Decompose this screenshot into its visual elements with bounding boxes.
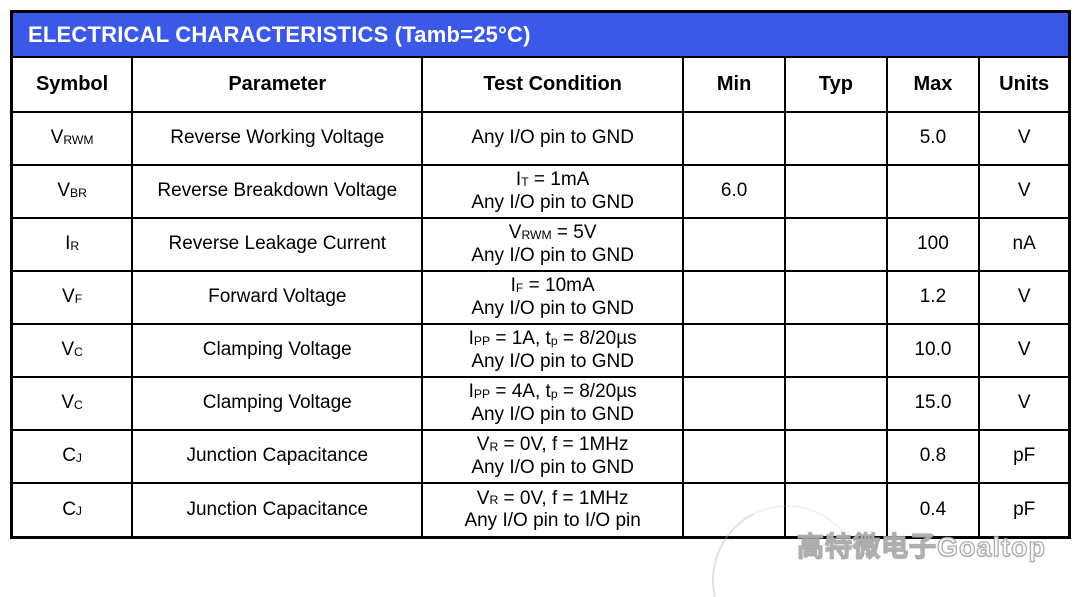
- cell-symbol: VF: [11, 270, 134, 325]
- cell-typ: [784, 429, 888, 484]
- spec-table: Symbol Parameter Test Condition Min Typ …: [11, 57, 1069, 537]
- cell-test-condition: Any I/O pin to GND: [421, 111, 684, 166]
- col-header-parameter: Parameter: [131, 57, 424, 113]
- cell-test-condition: VRWM = 5V Any I/O pin to GND: [421, 217, 684, 272]
- cell-symbol: VC: [11, 376, 134, 431]
- cell-units: nA: [978, 217, 1069, 272]
- cell-parameter: Reverse Working Voltage: [131, 111, 424, 166]
- cell-typ: [784, 164, 888, 219]
- cell-max: 5.0: [885, 111, 981, 166]
- col-header-typ: Typ: [784, 57, 888, 113]
- table-row: CJ Junction Capacitance VR = 0V, f = 1MHz A…: [11, 482, 1069, 537]
- cell-max: 15.0: [885, 376, 981, 431]
- col-header-test-condition: Test Condition: [421, 57, 684, 113]
- cell-parameter: Clamping Voltage: [131, 376, 424, 431]
- cell-typ: [784, 217, 888, 272]
- cell-typ: [784, 270, 888, 325]
- cell-test-condition: IPP = 4A, tp = 8/20µs Any I/O pin to GND: [421, 376, 684, 431]
- cell-max: 10.0: [885, 323, 981, 378]
- cell-units: V: [978, 376, 1069, 431]
- cell-min: [681, 217, 787, 272]
- cell-symbol: VRWM: [11, 111, 134, 166]
- cell-test-condition: VR = 0V, f = 1MHz Any I/O pin to GND: [421, 429, 684, 484]
- cell-parameter: Reverse Breakdown Voltage: [131, 164, 424, 219]
- cell-units: V: [978, 323, 1069, 378]
- cell-typ: [784, 111, 888, 166]
- cell-max: 1.2: [885, 270, 981, 325]
- cell-min: [681, 376, 787, 431]
- cell-symbol: VC: [11, 323, 134, 378]
- cell-parameter: Clamping Voltage: [131, 323, 424, 378]
- cell-min: [681, 270, 787, 325]
- table-row: VF Forward Voltage IF = 10mA Any I/O pin to…: [11, 270, 1069, 325]
- cell-typ: [784, 376, 888, 431]
- cell-min: [681, 482, 787, 537]
- table-row: VC Clamping Voltage IPP = 4A, tp = 8/20µs A…: [11, 376, 1069, 431]
- col-header-min: Min: [681, 57, 787, 113]
- table-title-bar: ELECTRICAL CHARACTERISTICS (Tamb=25°C): [13, 13, 1068, 58]
- cell-max: [885, 164, 981, 219]
- table-row: VC Clamping Voltage IPP = 1A, tp = 8/20µs A…: [11, 323, 1069, 378]
- cell-max: 0.8: [885, 429, 981, 484]
- page-title: ELECTRICAL CHARACTERISTICS (Tamb=25°C): [28, 21, 531, 47]
- cell-units: pF: [978, 429, 1069, 484]
- table-row: VRWM Reverse Working Voltage Any I/O pin t…: [11, 111, 1069, 166]
- cell-units: pF: [978, 482, 1069, 537]
- col-header-units: Units: [978, 57, 1069, 113]
- cell-parameter: Junction Capacitance: [131, 482, 424, 537]
- datasheet-table: ELECTRICAL CHARACTERISTICS (Tamb=25°C) S…: [10, 10, 1071, 539]
- table-row: VBR Reverse Breakdown Voltage IT = 1mA Any …: [11, 164, 1069, 219]
- table-row: CJ Junction Capacitance VR = 0V, f = 1MHz A…: [11, 429, 1069, 484]
- cell-symbol: IR: [11, 217, 134, 272]
- col-header-max: Max: [885, 57, 981, 113]
- cell-typ: [784, 482, 888, 537]
- cell-units: V: [978, 164, 1069, 219]
- cell-units: V: [978, 111, 1069, 166]
- cell-max: 100: [885, 217, 981, 272]
- cell-test-condition: IF = 10mA Any I/O pin to GND: [421, 270, 684, 325]
- col-header-symbol: Symbol: [11, 57, 134, 113]
- electrical-characteristics-table: ELECTRICAL CHARACTERISTICS (Tamb=25°C) S…: [10, 10, 1071, 539]
- cell-symbol: CJ: [11, 482, 134, 537]
- cell-symbol: VBR: [11, 164, 134, 219]
- cell-test-condition: IPP = 1A, tp = 8/20µs Any I/O pin to GND: [421, 323, 684, 378]
- table-row: IR Reverse Leakage Current VRWM = 5V Any I/…: [11, 217, 1069, 272]
- cell-symbol: CJ: [11, 429, 134, 484]
- cell-test-condition: VR = 0V, f = 1MHz Any I/O pin to I/O pin: [421, 482, 684, 537]
- cell-min: 6.0: [681, 164, 787, 219]
- cell-min: [681, 111, 787, 166]
- cell-min: [681, 323, 787, 378]
- cell-test-condition: IT = 1mA Any I/O pin to GND: [421, 164, 684, 219]
- header-row: Symbol Parameter Test Condition Min Typ …: [11, 57, 1069, 113]
- cell-max: 0.4: [885, 482, 981, 537]
- cell-units: V: [978, 270, 1069, 325]
- cell-typ: [784, 323, 888, 378]
- cell-parameter: Junction Capacitance: [131, 429, 424, 484]
- cell-parameter: Reverse Leakage Current: [131, 217, 424, 272]
- cell-parameter: Forward Voltage: [131, 270, 424, 325]
- cell-min: [681, 429, 787, 484]
